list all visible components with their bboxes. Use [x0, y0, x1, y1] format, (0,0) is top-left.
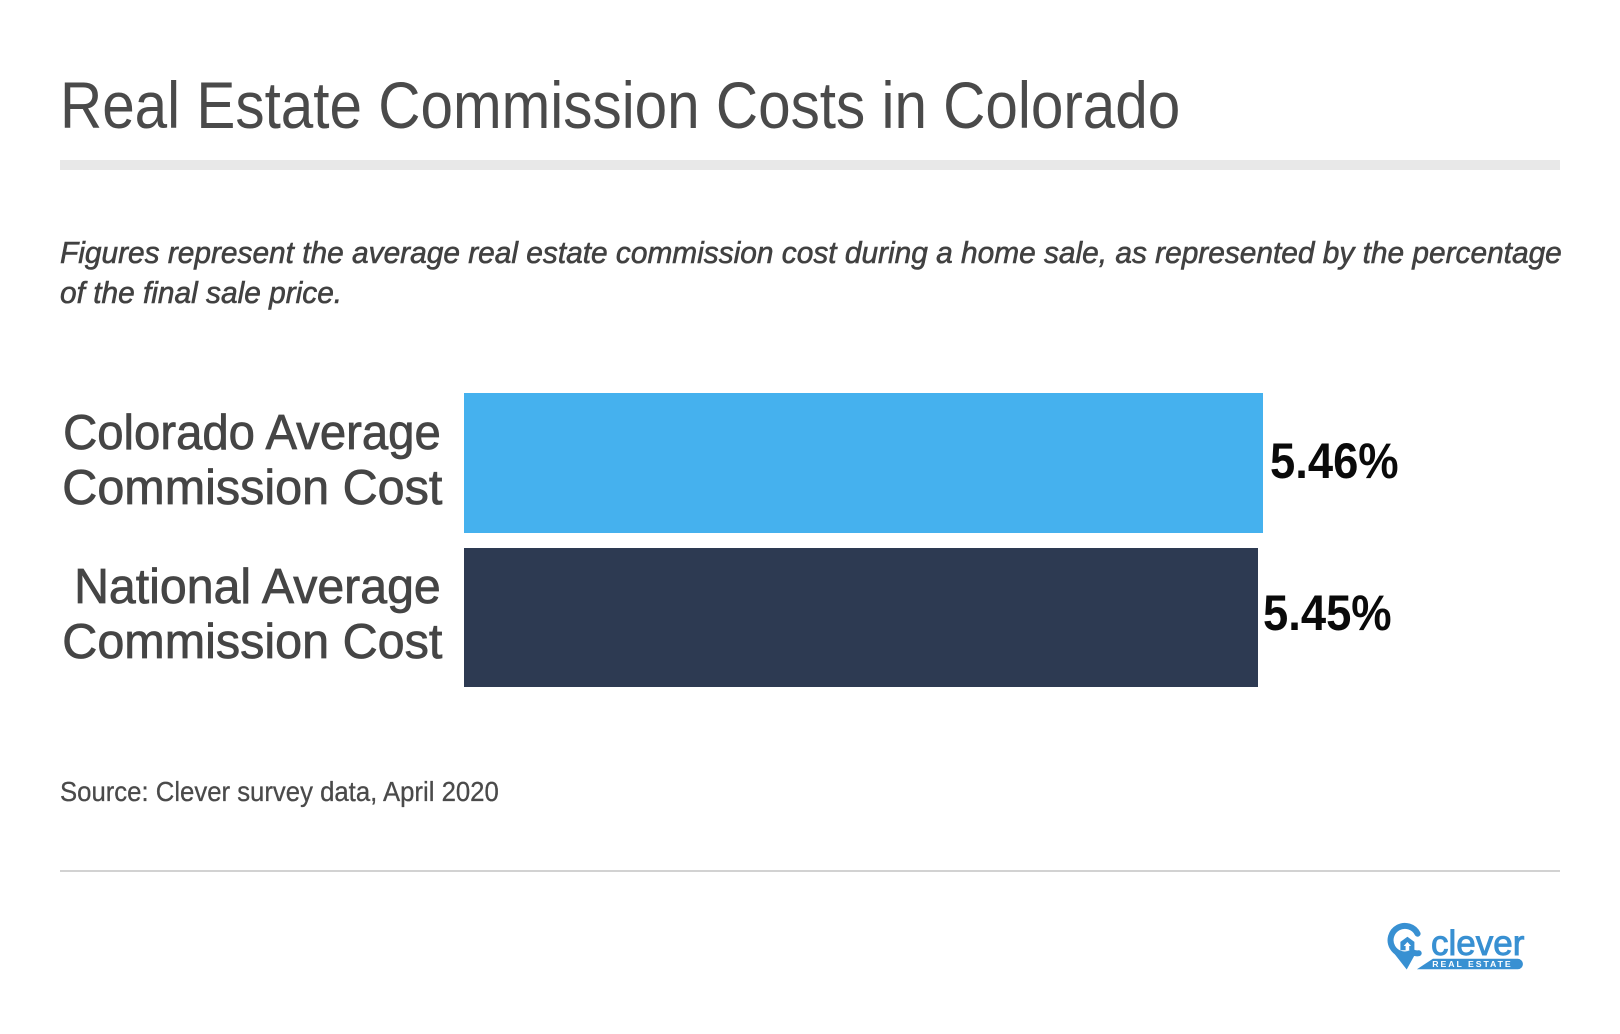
- svg-text:REAL ESTATE: REAL ESTATE: [1432, 959, 1512, 969]
- svg-text:clever: clever: [1431, 924, 1525, 963]
